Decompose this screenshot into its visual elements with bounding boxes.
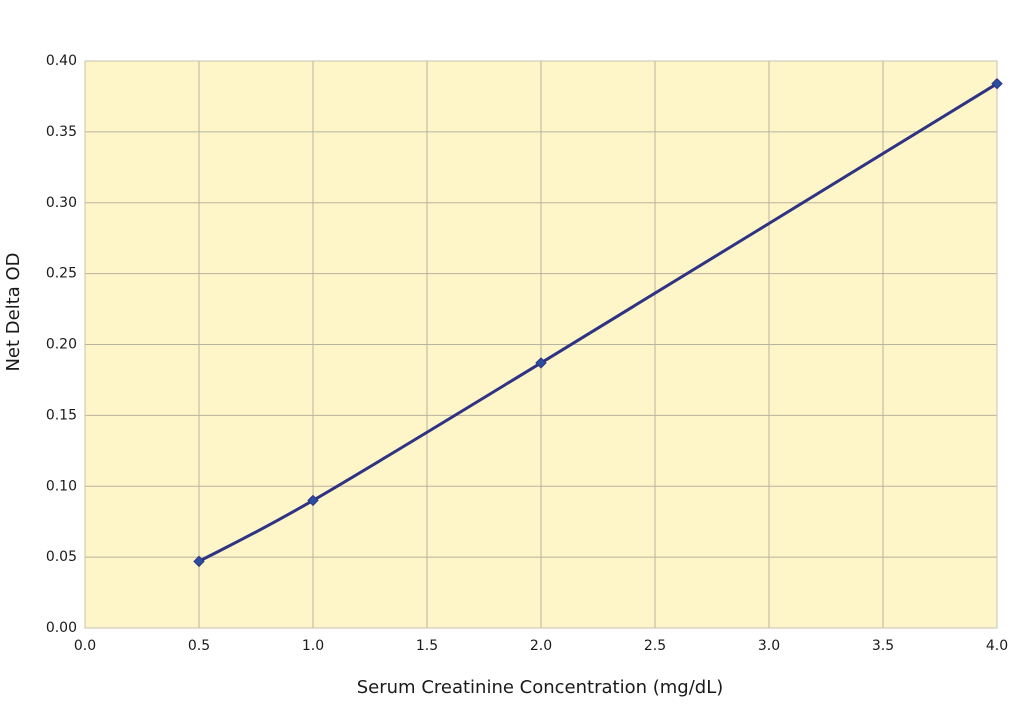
x-axis-label: Serum Creatinine Concentration (mg/dL) [357, 677, 724, 698]
data-marker [991, 77, 1003, 90]
x-tick-label: 0.5 [188, 638, 210, 654]
x-tick-label: 3.5 [872, 638, 894, 654]
y-tick-label: 0.30 [46, 195, 77, 211]
y-tick-label: 0.40 [46, 53, 77, 69]
y-tick-label: 0.05 [46, 549, 77, 565]
x-tick-label: 0.0 [74, 638, 96, 654]
data-marker [193, 555, 205, 568]
y-tick-label: 0.10 [46, 478, 77, 494]
x-tick-label: 2.0 [530, 638, 552, 654]
x-tick-label: 2.5 [644, 638, 666, 654]
y-tick-label: 0.35 [46, 124, 77, 140]
y-tick-label: 0.15 [46, 407, 77, 423]
data-marker [535, 357, 547, 369]
y-tick-label: 0.00 [46, 620, 77, 636]
data-line [198, 82, 998, 563]
x-tick-label: 1.0 [302, 638, 324, 654]
data-marker [307, 494, 319, 507]
x-tick-label: 1.5 [416, 638, 438, 654]
y-axis-label: Net Delta OD [3, 252, 24, 371]
plot-border [84, 60, 998, 629]
x-tick-label: 4.0 [986, 638, 1008, 654]
y-tick-label: 0.20 [46, 337, 77, 353]
y-tick-label: 0.25 [46, 266, 77, 282]
x-tick-label: 3.0 [758, 638, 780, 654]
